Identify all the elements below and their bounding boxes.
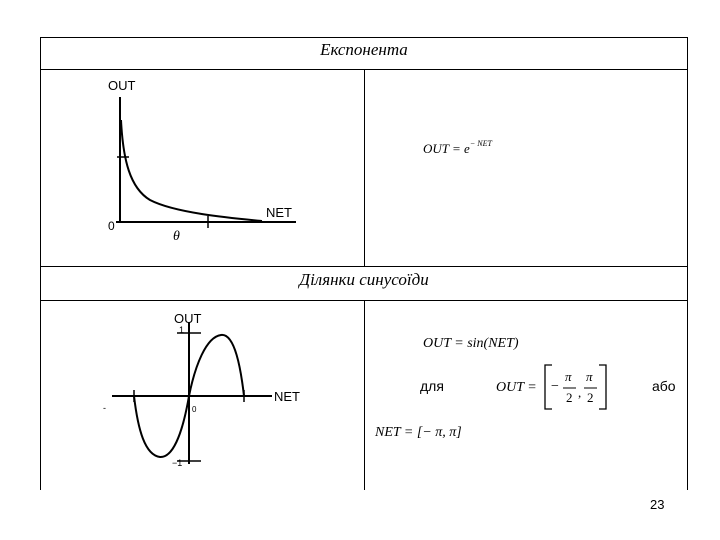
exp-xlabel: NET: [266, 205, 292, 220]
interval-minus-sign: −: [551, 379, 559, 394]
sin-out-eq: OUT =: [496, 380, 537, 395]
exp-ylabel: OUT: [108, 78, 136, 93]
row2-column-divider: [364, 300, 365, 490]
exp-theta-label: θ: [173, 229, 180, 244]
sin-origin-label: 0: [192, 405, 197, 414]
exponent-header: Експонента: [320, 40, 408, 59]
table-left-border: [40, 37, 41, 490]
sin-curve-positive-half: [188, 334, 245, 397]
sin-left-tick-label: -: [103, 403, 106, 413]
sinusoid-header: Ділянки синусоїди: [299, 270, 429, 289]
sin-formula-main: OUT = sin(NET): [423, 336, 519, 351]
interval-comma: ,: [578, 385, 582, 400]
interval-right-denominator: 2: [587, 390, 594, 405]
table-right-border: [687, 37, 688, 490]
sin-or-word: або: [652, 378, 676, 394]
exp-origin-label: 0: [108, 219, 115, 233]
right-square-bracket: [599, 364, 607, 410]
exp-formula: OUT = e− NET: [423, 139, 492, 158]
sin-net-range: NET = [− π, π]: [375, 425, 462, 440]
sin-ytick-top-label: 1: [179, 325, 184, 335]
exp-curve: [120, 119, 263, 222]
interval-left-numerator: π: [565, 369, 572, 384]
interval-left-denominator: 2: [566, 390, 573, 405]
sin-curve-negative-half: [133, 395, 190, 459]
table-top-border: [40, 37, 688, 38]
exp-formula-exponent: − NET: [469, 139, 492, 148]
row2-header-top: [40, 266, 688, 267]
sin-ylabel: OUT: [174, 311, 202, 326]
row1-column-divider: [364, 69, 365, 266]
exp-formula-lhs: OUT = e: [423, 141, 470, 156]
left-square-bracket: [544, 364, 552, 410]
page-number: 23: [650, 497, 665, 512]
sin-ytick-bottom-label: −1: [172, 458, 182, 468]
interval-right-numerator: π: [586, 369, 593, 384]
sin-xlabel: NET: [274, 389, 300, 404]
sin-for-word: для: [420, 378, 444, 394]
